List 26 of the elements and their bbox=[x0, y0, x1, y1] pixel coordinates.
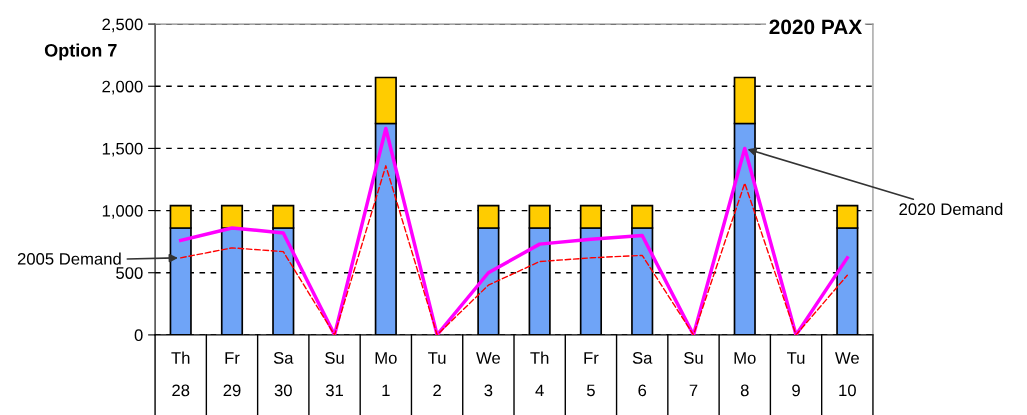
category-label: Th 28 bbox=[171, 351, 190, 397]
y-tick-label: 1,000 bbox=[102, 204, 143, 219]
y-tick-label: 1,500 bbox=[102, 142, 143, 157]
chart-title: 2020 PAX bbox=[769, 19, 862, 35]
annotation: 2020 Demand bbox=[899, 202, 1003, 216]
line-series bbox=[178, 126, 850, 335]
category-label: Fr 29 bbox=[223, 352, 241, 397]
y-tick-label: 0 bbox=[134, 329, 143, 342]
y-tick-label: 2,000 bbox=[102, 80, 143, 95]
category-label: Mo 1 bbox=[375, 352, 397, 397]
category-label: Sa 30 bbox=[273, 352, 294, 397]
y-tick-label: 500 bbox=[116, 267, 143, 279]
category-label: Tu 2 bbox=[428, 352, 446, 397]
category-label: We 10 bbox=[835, 352, 859, 397]
category-label: Fr 5 bbox=[584, 352, 599, 397]
line-series bbox=[180, 165, 849, 335]
y-tick-label: 2,500 bbox=[102, 18, 143, 33]
category-label: We 3 bbox=[476, 352, 500, 397]
text: Option 7 bbox=[44, 43, 117, 61]
category-label: Su 7 bbox=[684, 352, 703, 397]
category-label: Mo 8 bbox=[734, 352, 756, 397]
category-label: Su 31 bbox=[325, 352, 344, 397]
category-label: Sa 6 bbox=[632, 352, 653, 397]
annotation: 2005 Demand bbox=[17, 252, 121, 265]
category-label: Tu 9 bbox=[787, 352, 805, 397]
category-label: Th 4 bbox=[530, 351, 549, 397]
